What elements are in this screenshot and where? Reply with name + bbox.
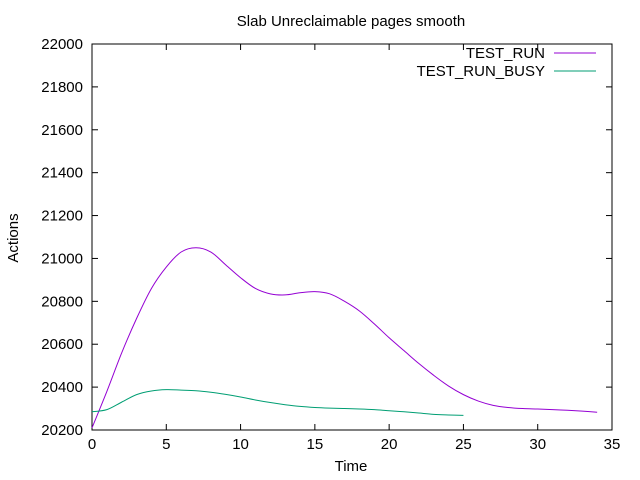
x-tick-label: 5: [162, 436, 170, 453]
y-tick-label: 21000: [41, 250, 83, 267]
chart-title: Slab Unreclaimable pages smooth: [237, 13, 465, 30]
x-axis: 0 5 10 15 20 25 30 35: [88, 44, 621, 453]
x-tick-label: 35: [604, 436, 621, 453]
y-axis: 20200 20400 20600 20800 21000 21200 21400 21600…: [41, 36, 612, 439]
y-tick-label: 20400: [41, 379, 83, 396]
series-lines: [91, 247, 598, 429]
y-tick-label: 22000: [41, 36, 83, 53]
y-tick-label: 21600: [41, 122, 83, 139]
series-line-test-run-busy: [91, 389, 464, 416]
y-tick-label: 20200: [41, 422, 83, 439]
legend-label-test-run-busy: TEST_RUN_BUSY: [417, 63, 545, 80]
x-axis-title: Time: [335, 458, 368, 475]
legend-label-test-run: TEST_RUN: [466, 45, 545, 62]
x-tick-label: 30: [529, 436, 546, 453]
y-tick-label: 21800: [41, 79, 83, 96]
plot-border: [91, 43, 613, 431]
plot-frame: [91, 43, 613, 431]
x-tick-label: 15: [307, 436, 324, 453]
series-line-test-run: [91, 247, 598, 429]
y-tick-label: 20600: [41, 336, 83, 353]
y-axis-title: Actions: [5, 213, 22, 262]
x-tick-label: 0: [88, 436, 96, 453]
x-tick-label: 20: [381, 436, 398, 453]
x-tick-label: 10: [232, 436, 249, 453]
y-tick-label: 21400: [41, 165, 83, 182]
y-tick-label: 20800: [41, 293, 83, 310]
y-tick-label: 21200: [41, 208, 83, 225]
x-tick-label: 25: [455, 436, 472, 453]
